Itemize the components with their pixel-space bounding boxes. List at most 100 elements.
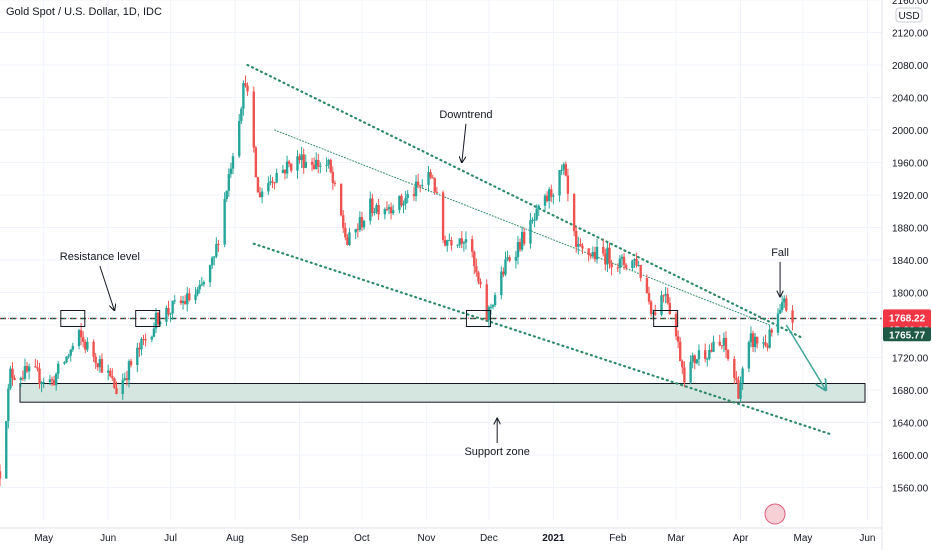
- candle-body: [464, 239, 468, 243]
- last-price-label: 1768.22: [889, 313, 926, 324]
- candle-body: [387, 207, 391, 210]
- candle-body: [456, 244, 459, 246]
- candle-body: [493, 295, 497, 306]
- y-tick-label: 2000.00: [892, 126, 929, 137]
- candle-body: [523, 231, 526, 244]
- candle-body: [591, 251, 595, 257]
- candle-body: [718, 341, 721, 346]
- candle-body: [558, 170, 561, 196]
- channel-lower-line: [252, 242, 834, 436]
- candle-body: [635, 259, 638, 266]
- candle-body: [683, 367, 686, 383]
- candle-body: [312, 164, 316, 169]
- support-zone-rect: [19, 383, 866, 403]
- candle-body: [735, 377, 738, 381]
- candle-body: [770, 329, 773, 333]
- candle-body: [450, 240, 453, 246]
- candle-body: [514, 257, 518, 261]
- candle-body: [181, 301, 185, 304]
- candle-body: [92, 341, 95, 357]
- candle-body: [695, 359, 699, 364]
- candle-body: [427, 172, 430, 185]
- x-tick-label: Jun: [859, 533, 875, 544]
- candle-body: [9, 368, 12, 389]
- currency-badge-label: USD: [898, 11, 919, 22]
- candle-body: [121, 379, 124, 395]
- candle-body: [165, 307, 168, 322]
- candle-body: [38, 368, 41, 385]
- candle-body: [620, 256, 624, 259]
- candle-body: [360, 217, 364, 228]
- candle-body: [198, 284, 201, 290]
- candle-body: [179, 300, 183, 304]
- candle-body: [54, 373, 58, 386]
- y-tick-label: 1920.00: [892, 191, 929, 202]
- candle-body: [660, 295, 663, 315]
- candle-body: [502, 271, 505, 275]
- candle-body: [504, 259, 507, 275]
- x-tick-label: Dec: [480, 533, 498, 544]
- candle-body: [575, 230, 578, 247]
- candle-body: [560, 169, 563, 171]
- y-tick-label: 1680.00: [892, 386, 929, 397]
- marker-box: [135, 310, 161, 327]
- candle-body: [633, 259, 636, 261]
- candle-body: [749, 333, 753, 343]
- candle-body: [362, 220, 366, 228]
- candle-body: [296, 156, 299, 171]
- candle-body: [154, 312, 158, 329]
- candle-body: [741, 368, 744, 384]
- candle-body: [373, 211, 376, 214]
- candle-body: [516, 242, 520, 258]
- candle-body: [152, 328, 156, 337]
- candle-body: [358, 217, 362, 230]
- candle-body: [287, 161, 291, 164]
- candle-body: [314, 159, 318, 169]
- marker-box: [465, 310, 491, 327]
- candle-body: [708, 349, 711, 359]
- candle-body: [339, 183, 343, 216]
- candle-body: [186, 293, 189, 305]
- candle-body: [572, 193, 576, 231]
- candle-body: [48, 379, 52, 383]
- candle-body: [283, 169, 287, 174]
- candle-body: [485, 284, 488, 321]
- candle-body: [529, 220, 532, 244]
- candle-body: [460, 238, 464, 244]
- candle-body: [348, 232, 351, 246]
- candle-body: [448, 240, 451, 242]
- candle-body: [664, 293, 667, 296]
- candle-body: [267, 183, 270, 192]
- candle-body: [42, 382, 45, 384]
- annotation-arrow-resistance-level: [99, 265, 115, 310]
- candle-body: [768, 329, 771, 348]
- x-tick-label: Jul: [164, 533, 177, 544]
- candle-body: [242, 83, 245, 109]
- candle-body: [142, 338, 145, 340]
- candle-body: [125, 378, 129, 381]
- candle-body: [369, 198, 372, 221]
- candle-body: [506, 257, 509, 260]
- candle-body: [109, 370, 112, 377]
- candle-body: [256, 177, 260, 193]
- candle-body: [333, 182, 337, 184]
- candle-body: [319, 165, 322, 167]
- candle-body: [371, 198, 374, 214]
- candle-body: [778, 309, 782, 314]
- candle-body: [547, 189, 551, 202]
- candle-body: [202, 282, 206, 285]
- x-tick-label: Apr: [733, 533, 749, 544]
- candle-body: [302, 154, 305, 168]
- candle-body: [654, 312, 657, 315]
- candle-body: [98, 359, 102, 368]
- candle-body: [342, 215, 345, 228]
- candle-body: [710, 349, 713, 352]
- candle-body: [679, 341, 682, 362]
- candle-body: [431, 177, 434, 179]
- event-flag-icon: [764, 503, 786, 525]
- x-tick-label: May: [34, 533, 53, 544]
- candle-body: [475, 266, 478, 273]
- candle-body: [429, 172, 432, 178]
- candle-body: [138, 347, 141, 350]
